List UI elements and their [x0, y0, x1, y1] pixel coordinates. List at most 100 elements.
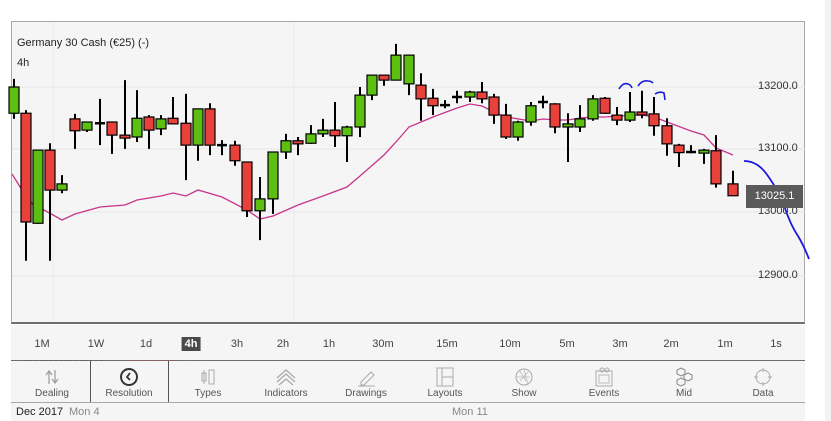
candle — [366, 74, 378, 101]
price-axis-label: 12900.0 — [758, 269, 798, 281]
indicators-button[interactable]: Indicators — [246, 361, 326, 402]
candles — [8, 43, 739, 261]
candle — [204, 103, 216, 156]
candle — [403, 54, 415, 96]
dealing-arrows-icon — [45, 370, 59, 384]
candle — [329, 102, 341, 147]
resolution-option-15m[interactable]: 15m — [436, 338, 458, 350]
date-month: Dec 2017 — [16, 406, 64, 418]
candle — [267, 151, 279, 214]
candle — [574, 105, 586, 132]
candle — [180, 93, 192, 181]
toolbar-label: Show — [511, 388, 537, 399]
events-button[interactable]: Events — [564, 361, 644, 402]
resolution-bar: 1M 1W 1d 4h 3h 2h 1h 30m 15m 10m 5m 3m 2m 1m 1s — [11, 325, 805, 361]
candle — [710, 135, 722, 188]
candle — [525, 102, 537, 126]
mid-button[interactable]: Mid — [644, 361, 724, 402]
types-button[interactable]: Types — [168, 361, 248, 402]
toolbar-label: Indicators — [264, 388, 308, 399]
candle — [81, 121, 93, 132]
resolution-button[interactable]: Resolution — [89, 361, 169, 402]
resolution-option-3m[interactable]: 3m — [612, 338, 628, 350]
toolbar-label: Events — [588, 388, 620, 399]
annotation-arc-2 — [637, 80, 654, 87]
resolution-option-1d[interactable]: 1d — [139, 338, 153, 350]
toolbar-label: Layouts — [427, 388, 463, 399]
toolbar-label: Dealing — [35, 388, 69, 399]
candle — [464, 90, 476, 102]
candle — [599, 97, 611, 114]
outer-background-strip — [825, 0, 831, 421]
candle — [155, 115, 167, 136]
candle — [241, 161, 253, 217]
current-price-badge: 13025.1 — [746, 185, 803, 208]
price-axis-label: 13100.0 — [758, 142, 798, 154]
resolution-option-1m[interactable]: 1M — [34, 338, 50, 350]
candle — [229, 140, 241, 166]
candle — [624, 92, 636, 122]
candle — [8, 78, 20, 119]
annotation-arc-3 — [654, 91, 666, 101]
candle — [280, 133, 292, 159]
show-button[interactable]: Show — [484, 361, 564, 402]
data-button[interactable]: Data — [723, 361, 803, 402]
candle — [549, 103, 561, 134]
calendar-icon — [595, 367, 613, 387]
candle — [415, 73, 427, 121]
candle — [44, 143, 56, 261]
candle — [500, 103, 512, 139]
candle — [661, 118, 673, 156]
candle — [131, 90, 143, 142]
dealing-button[interactable]: Dealing — [12, 361, 92, 402]
date-day-label: Mon 4 — [69, 406, 100, 418]
candle — [427, 88, 439, 116]
resolution-option-1m[interactable]: 1m — [717, 338, 733, 350]
toolbar-label: Mid — [675, 388, 693, 399]
candle — [648, 97, 660, 136]
toolbar-label: Types — [194, 388, 222, 399]
toolbar-separator — [90, 361, 91, 402]
candle — [440, 100, 450, 109]
date-axis: Dec 2017 Mon 4 Mon 11 — [11, 403, 805, 421]
candle — [95, 98, 105, 146]
candle — [254, 177, 266, 241]
candle — [538, 95, 548, 109]
resolution-option-2h[interactable]: 2h — [276, 338, 290, 350]
candle — [143, 115, 155, 149]
toolbar-label: Resolution — [105, 388, 153, 399]
candle — [686, 145, 696, 154]
resolution-option-2m[interactable]: 2m — [663, 338, 679, 350]
candlestick-chart[interactable] — [0, 0, 831, 325]
candle — [390, 43, 402, 81]
chart-resolution-label: 4h — [17, 57, 30, 69]
resolution-option-30m[interactable]: 30m — [372, 338, 394, 350]
pencil-icon — [358, 371, 375, 387]
chart-toolbar: Dealing Resolution Types Indicators Drawings… — [11, 361, 805, 403]
candle — [305, 125, 317, 144]
candle — [119, 80, 131, 149]
resolution-option-1w[interactable]: 1W — [87, 338, 105, 350]
candle — [292, 137, 304, 156]
resolution-option-5m[interactable]: 5m — [559, 338, 575, 350]
resolution-option-4h[interactable]: 4h — [181, 337, 201, 351]
resolution-option-3h[interactable]: 3h — [230, 338, 244, 350]
candle — [20, 110, 32, 261]
moving-average-line — [11, 103, 734, 221]
layouts-button[interactable]: Layouts — [405, 361, 485, 402]
candle — [317, 118, 329, 137]
toolbar-separator — [168, 361, 169, 402]
toolbar-label: Drawings — [345, 388, 387, 399]
drawings-button[interactable]: Drawings — [326, 361, 406, 402]
candle — [476, 82, 488, 104]
annotation-arc-1 — [618, 82, 633, 90]
toolbar-label: Data — [752, 388, 774, 399]
resolution-option-10m[interactable]: 10m — [499, 338, 521, 350]
candle — [56, 175, 68, 194]
instrument-title: Germany 30 Cash (€25) (-) — [17, 37, 150, 49]
resolution-option-1h[interactable]: 1h — [322, 338, 336, 350]
resolution-option-1s[interactable]: 1s — [770, 338, 782, 350]
candle — [452, 90, 462, 104]
aperture-icon — [515, 368, 533, 386]
clock-icon — [120, 368, 138, 386]
